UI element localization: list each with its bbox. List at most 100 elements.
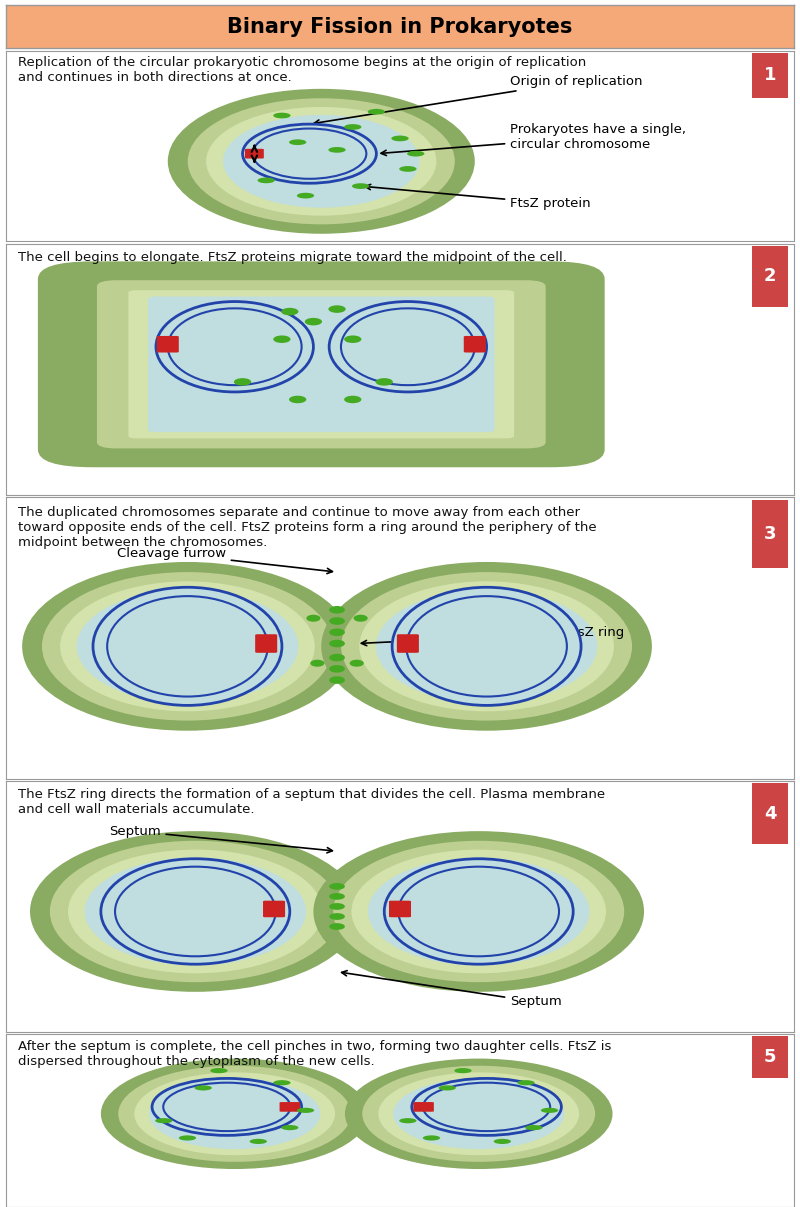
FancyBboxPatch shape [148, 297, 494, 432]
Ellipse shape [50, 841, 341, 982]
Text: Septum: Septum [109, 824, 333, 853]
FancyBboxPatch shape [414, 1102, 434, 1112]
Ellipse shape [328, 147, 346, 153]
Ellipse shape [310, 660, 325, 666]
Ellipse shape [329, 302, 486, 392]
Ellipse shape [329, 884, 345, 890]
Ellipse shape [134, 1072, 335, 1155]
Ellipse shape [351, 850, 606, 973]
Ellipse shape [391, 135, 409, 141]
Ellipse shape [297, 193, 314, 198]
FancyBboxPatch shape [245, 148, 264, 158]
Ellipse shape [93, 588, 282, 705]
Ellipse shape [344, 336, 362, 343]
Ellipse shape [541, 1108, 558, 1113]
Ellipse shape [274, 1080, 290, 1085]
Ellipse shape [368, 858, 590, 966]
Ellipse shape [289, 139, 306, 145]
Text: The FtsZ ring directs the formation of a septum that divides the cell. Plasma me: The FtsZ ring directs the formation of a… [18, 788, 606, 816]
Ellipse shape [350, 660, 364, 666]
Ellipse shape [289, 396, 306, 403]
Ellipse shape [149, 1078, 320, 1149]
Text: After the septum is complete, the cell pinches in two, forming two daughter cell: After the septum is complete, the cell p… [18, 1039, 611, 1067]
FancyBboxPatch shape [38, 262, 605, 467]
Ellipse shape [242, 124, 376, 183]
Ellipse shape [297, 1108, 314, 1113]
Text: Prokaryotes have a single,
circular chromosome: Prokaryotes have a single, circular chro… [381, 123, 686, 156]
Ellipse shape [494, 1139, 511, 1144]
Text: Binary Fission in Prokaryotes: Binary Fission in Prokaryotes [227, 17, 573, 36]
Text: The duplicated chromosomes separate and continue to move away from each other
to: The duplicated chromosomes separate and … [18, 506, 597, 549]
FancyBboxPatch shape [255, 634, 277, 653]
Ellipse shape [329, 893, 345, 899]
Ellipse shape [412, 1078, 562, 1136]
Ellipse shape [352, 183, 370, 189]
FancyBboxPatch shape [129, 290, 514, 438]
Ellipse shape [407, 151, 425, 157]
Ellipse shape [118, 1066, 351, 1162]
Ellipse shape [329, 665, 345, 672]
Ellipse shape [344, 124, 362, 130]
Text: Origin of replication: Origin of replication [314, 75, 642, 126]
Text: 2: 2 [764, 268, 776, 285]
Ellipse shape [250, 1139, 267, 1144]
Ellipse shape [234, 378, 251, 386]
FancyBboxPatch shape [464, 336, 486, 352]
FancyBboxPatch shape [752, 783, 788, 844]
FancyBboxPatch shape [263, 900, 285, 917]
Ellipse shape [210, 1068, 228, 1073]
FancyBboxPatch shape [752, 1036, 788, 1078]
Ellipse shape [423, 1136, 440, 1141]
Ellipse shape [22, 562, 353, 730]
Ellipse shape [168, 89, 474, 234]
FancyBboxPatch shape [389, 900, 411, 917]
Text: 4: 4 [764, 805, 776, 822]
Text: 5: 5 [764, 1048, 776, 1066]
Ellipse shape [329, 903, 345, 910]
Ellipse shape [306, 614, 321, 622]
Ellipse shape [384, 858, 573, 964]
Ellipse shape [378, 1072, 579, 1155]
Ellipse shape [77, 590, 298, 702]
Ellipse shape [281, 1125, 298, 1130]
Ellipse shape [438, 1085, 456, 1090]
Text: 1: 1 [764, 66, 776, 84]
Ellipse shape [42, 572, 333, 721]
Ellipse shape [188, 98, 455, 225]
FancyBboxPatch shape [752, 500, 788, 567]
Ellipse shape [329, 923, 345, 929]
Ellipse shape [375, 378, 393, 386]
Ellipse shape [194, 1085, 212, 1090]
Ellipse shape [178, 1136, 196, 1141]
FancyBboxPatch shape [157, 336, 178, 352]
FancyBboxPatch shape [279, 1102, 300, 1112]
Text: Cleavage furrow: Cleavage furrow [117, 547, 333, 573]
Ellipse shape [393, 1078, 564, 1149]
Ellipse shape [329, 629, 345, 636]
Ellipse shape [85, 858, 306, 966]
FancyBboxPatch shape [397, 634, 419, 653]
Ellipse shape [344, 396, 362, 403]
Ellipse shape [305, 317, 322, 326]
Ellipse shape [329, 617, 345, 625]
Ellipse shape [329, 654, 345, 661]
Ellipse shape [314, 832, 644, 992]
Ellipse shape [322, 562, 652, 730]
Ellipse shape [274, 336, 290, 343]
Ellipse shape [60, 582, 314, 711]
Ellipse shape [334, 841, 624, 982]
FancyBboxPatch shape [752, 53, 788, 99]
Ellipse shape [354, 614, 368, 622]
Ellipse shape [454, 1068, 472, 1073]
FancyBboxPatch shape [752, 246, 788, 307]
Text: FtsZ protein: FtsZ protein [366, 185, 591, 210]
Text: The cell begins to elongate. FtsZ proteins migrate toward the midpoint of the ce: The cell begins to elongate. FtsZ protei… [18, 251, 567, 264]
Ellipse shape [281, 308, 298, 315]
Ellipse shape [101, 1059, 369, 1170]
Ellipse shape [223, 115, 419, 208]
Ellipse shape [399, 167, 417, 171]
Ellipse shape [362, 1066, 595, 1162]
Ellipse shape [376, 590, 598, 702]
Ellipse shape [274, 112, 290, 118]
Ellipse shape [101, 858, 290, 964]
